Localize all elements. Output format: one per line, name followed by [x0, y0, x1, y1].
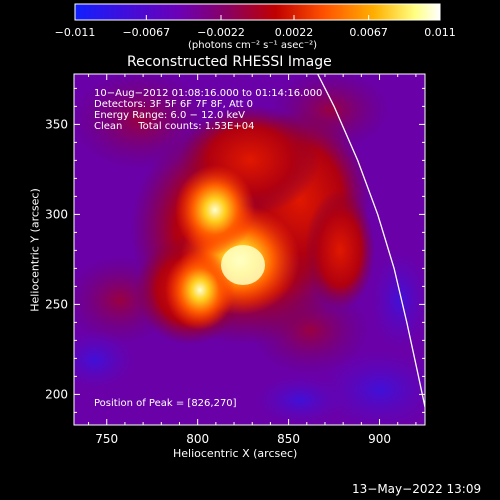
peak-position-label: Position of Peak = [826,270] — [94, 398, 237, 409]
x-tick-label: 800 — [186, 432, 209, 446]
colorbar-ticks: −0.011 −0.0067 −0.0022 0.0022 0.0067 0.011 — [55, 15, 456, 39]
info-line-time: 10−Aug−2012 01:08:16.000 to 01:14:16.000 — [94, 88, 323, 99]
y-tick-label: 300 — [45, 207, 68, 221]
chart-title: Reconstructed RHESSI Image — [127, 54, 332, 70]
colorbar-tick-label: −0.0022 — [197, 26, 245, 39]
y-tick-label: 250 — [45, 297, 68, 311]
info-line-energy: Energy Range: 6.0 − 12.0 keV — [94, 110, 245, 121]
x-axis-label: Heliocentric X (arcsec) — [173, 447, 298, 460]
colorbar-tick-label: 0.0022 — [275, 26, 314, 39]
colorbar-tick-label: −0.011 — [55, 26, 96, 39]
colorbar-tick-label: −0.0067 — [122, 26, 170, 39]
timestamp: 13−May−2022 13:09 — [352, 482, 482, 496]
y-tick-label: 350 — [45, 117, 68, 131]
colorbar-tick-label: 0.011 — [424, 26, 456, 39]
y-axis-label: Heliocentric Y (arcsec) — [28, 188, 42, 312]
y-tick-label: 200 — [45, 387, 68, 401]
x-tick-label: 900 — [368, 432, 391, 446]
colorbar-units-label: (photons cm⁻² s⁻¹ asec⁻²) — [188, 40, 318, 51]
solar-limb-line — [317, 74, 425, 408]
info-line-counts: Clean Total counts: 1.53E+04 — [94, 121, 255, 132]
heatmap — [74, 74, 425, 425]
axis-ticks: 750 800 850 900 200 250 300 350 — [45, 74, 425, 446]
plot-frame — [73, 73, 426, 426]
colorbar — [74, 3, 441, 21]
info-line-detectors: Detectors: 3F 5F 6F 7F 8F, Att 0 — [94, 99, 254, 110]
colorbar-tick-label: 0.0067 — [349, 26, 388, 39]
x-tick-label: 850 — [277, 432, 300, 446]
x-tick-label: 750 — [95, 432, 118, 446]
